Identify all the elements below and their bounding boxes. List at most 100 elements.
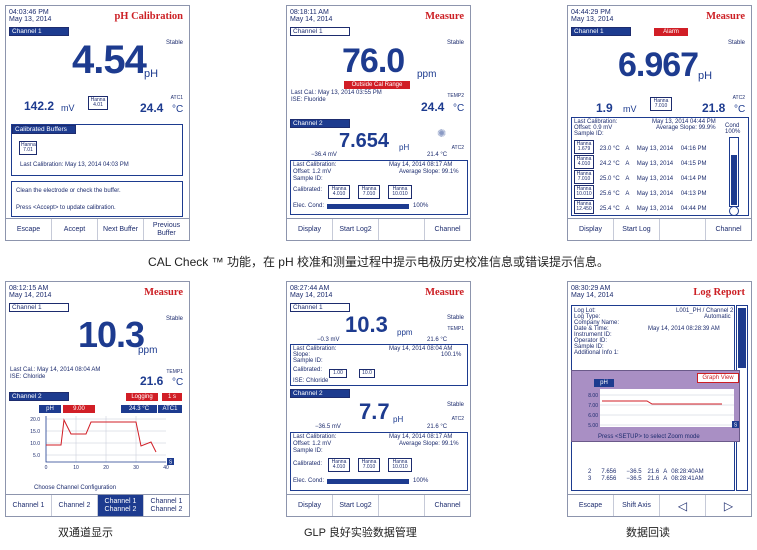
channel-button[interactable]: Channel	[434, 225, 461, 233]
glp-panel-ch1: Last Calibration: May 14, 2014 08:04 AM …	[290, 344, 468, 386]
mv-reading: 142.2	[24, 99, 55, 113]
atc-label: ATC1	[170, 95, 183, 101]
channel-button[interactable]: Channel	[434, 501, 461, 509]
start-log-button[interactable]: Start Log	[614, 219, 660, 240]
buffer-chip: Hanna 7.010	[650, 97, 672, 111]
screen-title: Log Report	[693, 287, 745, 298]
left-arrow-icon[interactable]: ◁	[660, 495, 706, 516]
escape-button[interactable]: Escape	[568, 495, 614, 516]
channel-1-2-alt-button[interactable]: Channel 1 Channel 2	[150, 497, 183, 513]
mv-unit: mV	[61, 103, 75, 113]
x-tick: 10	[73, 465, 79, 471]
x-tick: 30	[133, 465, 139, 471]
channel-2-bar: Channel 2	[290, 389, 350, 398]
blank-softkey[interactable]	[379, 219, 425, 240]
softkey-bar: Escape Shift Axis ◁ ▷	[568, 494, 751, 516]
softkey-bar: Display Start Log2 Channel	[287, 218, 470, 240]
timestamp: 04:03:46 PM May 13, 2014	[9, 9, 52, 23]
timestamp: 08:30:29 AM May 14, 2014	[571, 285, 614, 299]
list-item: Hanna 12.450 25.4 °C A May 13, 2014 04:44…	[574, 200, 706, 214]
buffer-chip: Hanna 4.010	[328, 458, 350, 472]
channel-2-bar: Channel 2	[9, 392, 69, 401]
temp-probe-label: TEMP1	[447, 326, 464, 332]
graph-view-title: Graph View	[697, 373, 739, 383]
y-tick: 10.0	[30, 441, 40, 447]
display-button[interactable]: Display	[287, 219, 333, 240]
channel-1-bar: Channel 1	[290, 27, 350, 36]
temp-unit: °C	[172, 104, 184, 115]
graph-view-popup: Graph View pH 8.00 7.00 6.00 5.00 S Pres…	[571, 370, 740, 442]
table-row: 2 7.656 −36.5 21.6 A 08:28:40AM	[588, 469, 704, 475]
list-item: Hanna 4.010 24.2 °C A May 13, 2014 04:15 …	[574, 155, 706, 169]
channel-1-bar: Channel 1	[9, 27, 69, 36]
ph-label: pH	[594, 379, 614, 387]
atc-label-ch2: ATC2	[451, 145, 464, 151]
display-button[interactable]: Display	[568, 219, 614, 240]
temp-unit: °C	[172, 377, 184, 388]
stable-label: Stable	[727, 40, 745, 46]
mv-ch1: −0.3 mV	[317, 337, 340, 343]
glp-panel-ch2: Last Calibration: May 14, 2014 08:17 AM …	[290, 432, 468, 491]
cond-meter-bulb	[729, 206, 739, 216]
next-buffer-button[interactable]: Next Buffer	[98, 219, 144, 240]
temp-value: 24.3 °C	[121, 405, 157, 413]
ise-reading: 10.3	[78, 314, 145, 355]
channel-2-bar: Channel 2	[290, 119, 350, 128]
stable-label: Stable	[446, 40, 464, 46]
standard-chip: 10.0	[359, 369, 375, 378]
display-button[interactable]: Display	[287, 495, 333, 516]
ise-unit: ppm	[138, 345, 158, 356]
ph-reading-ch2: 7.7	[359, 399, 390, 424]
blank-softkey[interactable]	[379, 495, 425, 516]
mv-ch2: −36.5 mV	[315, 424, 341, 430]
mv-unit: mV	[623, 104, 637, 114]
trend-line	[46, 418, 157, 453]
ise-type: ISE: Chloride	[10, 374, 46, 380]
config-prompt: Choose Channel Configuration	[34, 485, 117, 491]
message-panel: Clean the electrode or check the buffer.…	[11, 181, 183, 217]
ph-reading: 6.967	[618, 46, 699, 84]
caption-glp: GLP 良好实验数据管理	[304, 527, 417, 539]
channel-1-button[interactable]: Channel 1	[6, 495, 52, 516]
caption-dual-channel: 双通道显示	[58, 527, 113, 539]
blank-softkey[interactable]	[660, 219, 706, 240]
timestamp: 08:18:11 AM May 14, 2014	[290, 9, 333, 23]
glp-screen: 08:27:44 AM May 14, 2014 Measure Channel …	[286, 281, 471, 517]
standard-chip: 1.00	[329, 369, 347, 378]
x-tick: 0	[45, 465, 48, 471]
shift-axis-button[interactable]: Shift Axis	[614, 495, 660, 516]
table-row: 3 7.656 −36.5 21.6 A 08:28:41AM	[588, 476, 704, 482]
channel-2-button[interactable]: Channel 2	[52, 495, 98, 516]
trend-graph: 20.0 15.0 10.0 5.0 0 10 20 30 40 S	[30, 416, 174, 471]
previous-buffer-button[interactable]: Previous Buffer	[152, 221, 181, 237]
temp-reading: 24.4	[140, 101, 164, 115]
y-tick: 7.00	[588, 403, 598, 409]
dual-channel-screen: 08:12:15 AM May 14, 2014 Measure Channel …	[5, 281, 190, 517]
y-tick: 15.0	[30, 429, 40, 435]
calibrated-buffers-title: Calibrated Buffers	[12, 125, 76, 134]
measure-dual-screen: 08:18:11 AM May 14, 2014 Measure Channel …	[286, 5, 471, 241]
channel-button[interactable]: Channel	[715, 225, 742, 233]
channel-1-2-button[interactable]: Channel 1 Channel 2	[98, 495, 144, 516]
buffer-chip: Hanna 4.01	[88, 96, 108, 110]
temp-ch2: 21.6 °C	[427, 424, 448, 430]
accept-button[interactable]: Accept	[52, 219, 98, 240]
ise-reading: 76.0	[342, 42, 405, 80]
electrode-condition-bar	[327, 204, 409, 209]
stable-label-ch2: Stable	[446, 402, 464, 408]
temp-reading: 24.4	[421, 100, 445, 114]
calibrated-buffers-panel: Calibrated Buffers Hanna 7.01 Last Calibr…	[11, 124, 183, 176]
message-line-1: Clean the electrode or check the buffer.	[16, 188, 121, 194]
escape-button[interactable]: Escape	[6, 219, 52, 240]
scale-button: S	[734, 423, 738, 429]
logging-badge: Logging	[126, 393, 158, 401]
x-tick: 20	[103, 465, 109, 471]
temp-unit: °C	[734, 104, 746, 115]
start-log2-button[interactable]: Start Log2	[333, 219, 379, 240]
right-arrow-icon[interactable]: ▷	[723, 498, 734, 513]
scroll-thumb[interactable]	[738, 308, 746, 368]
y-tick: 5.0	[33, 453, 40, 459]
start-log2-button[interactable]: Start Log2	[333, 495, 379, 516]
channel-1-bar: Channel 1	[9, 303, 69, 312]
screen-title: Measure	[425, 287, 464, 298]
